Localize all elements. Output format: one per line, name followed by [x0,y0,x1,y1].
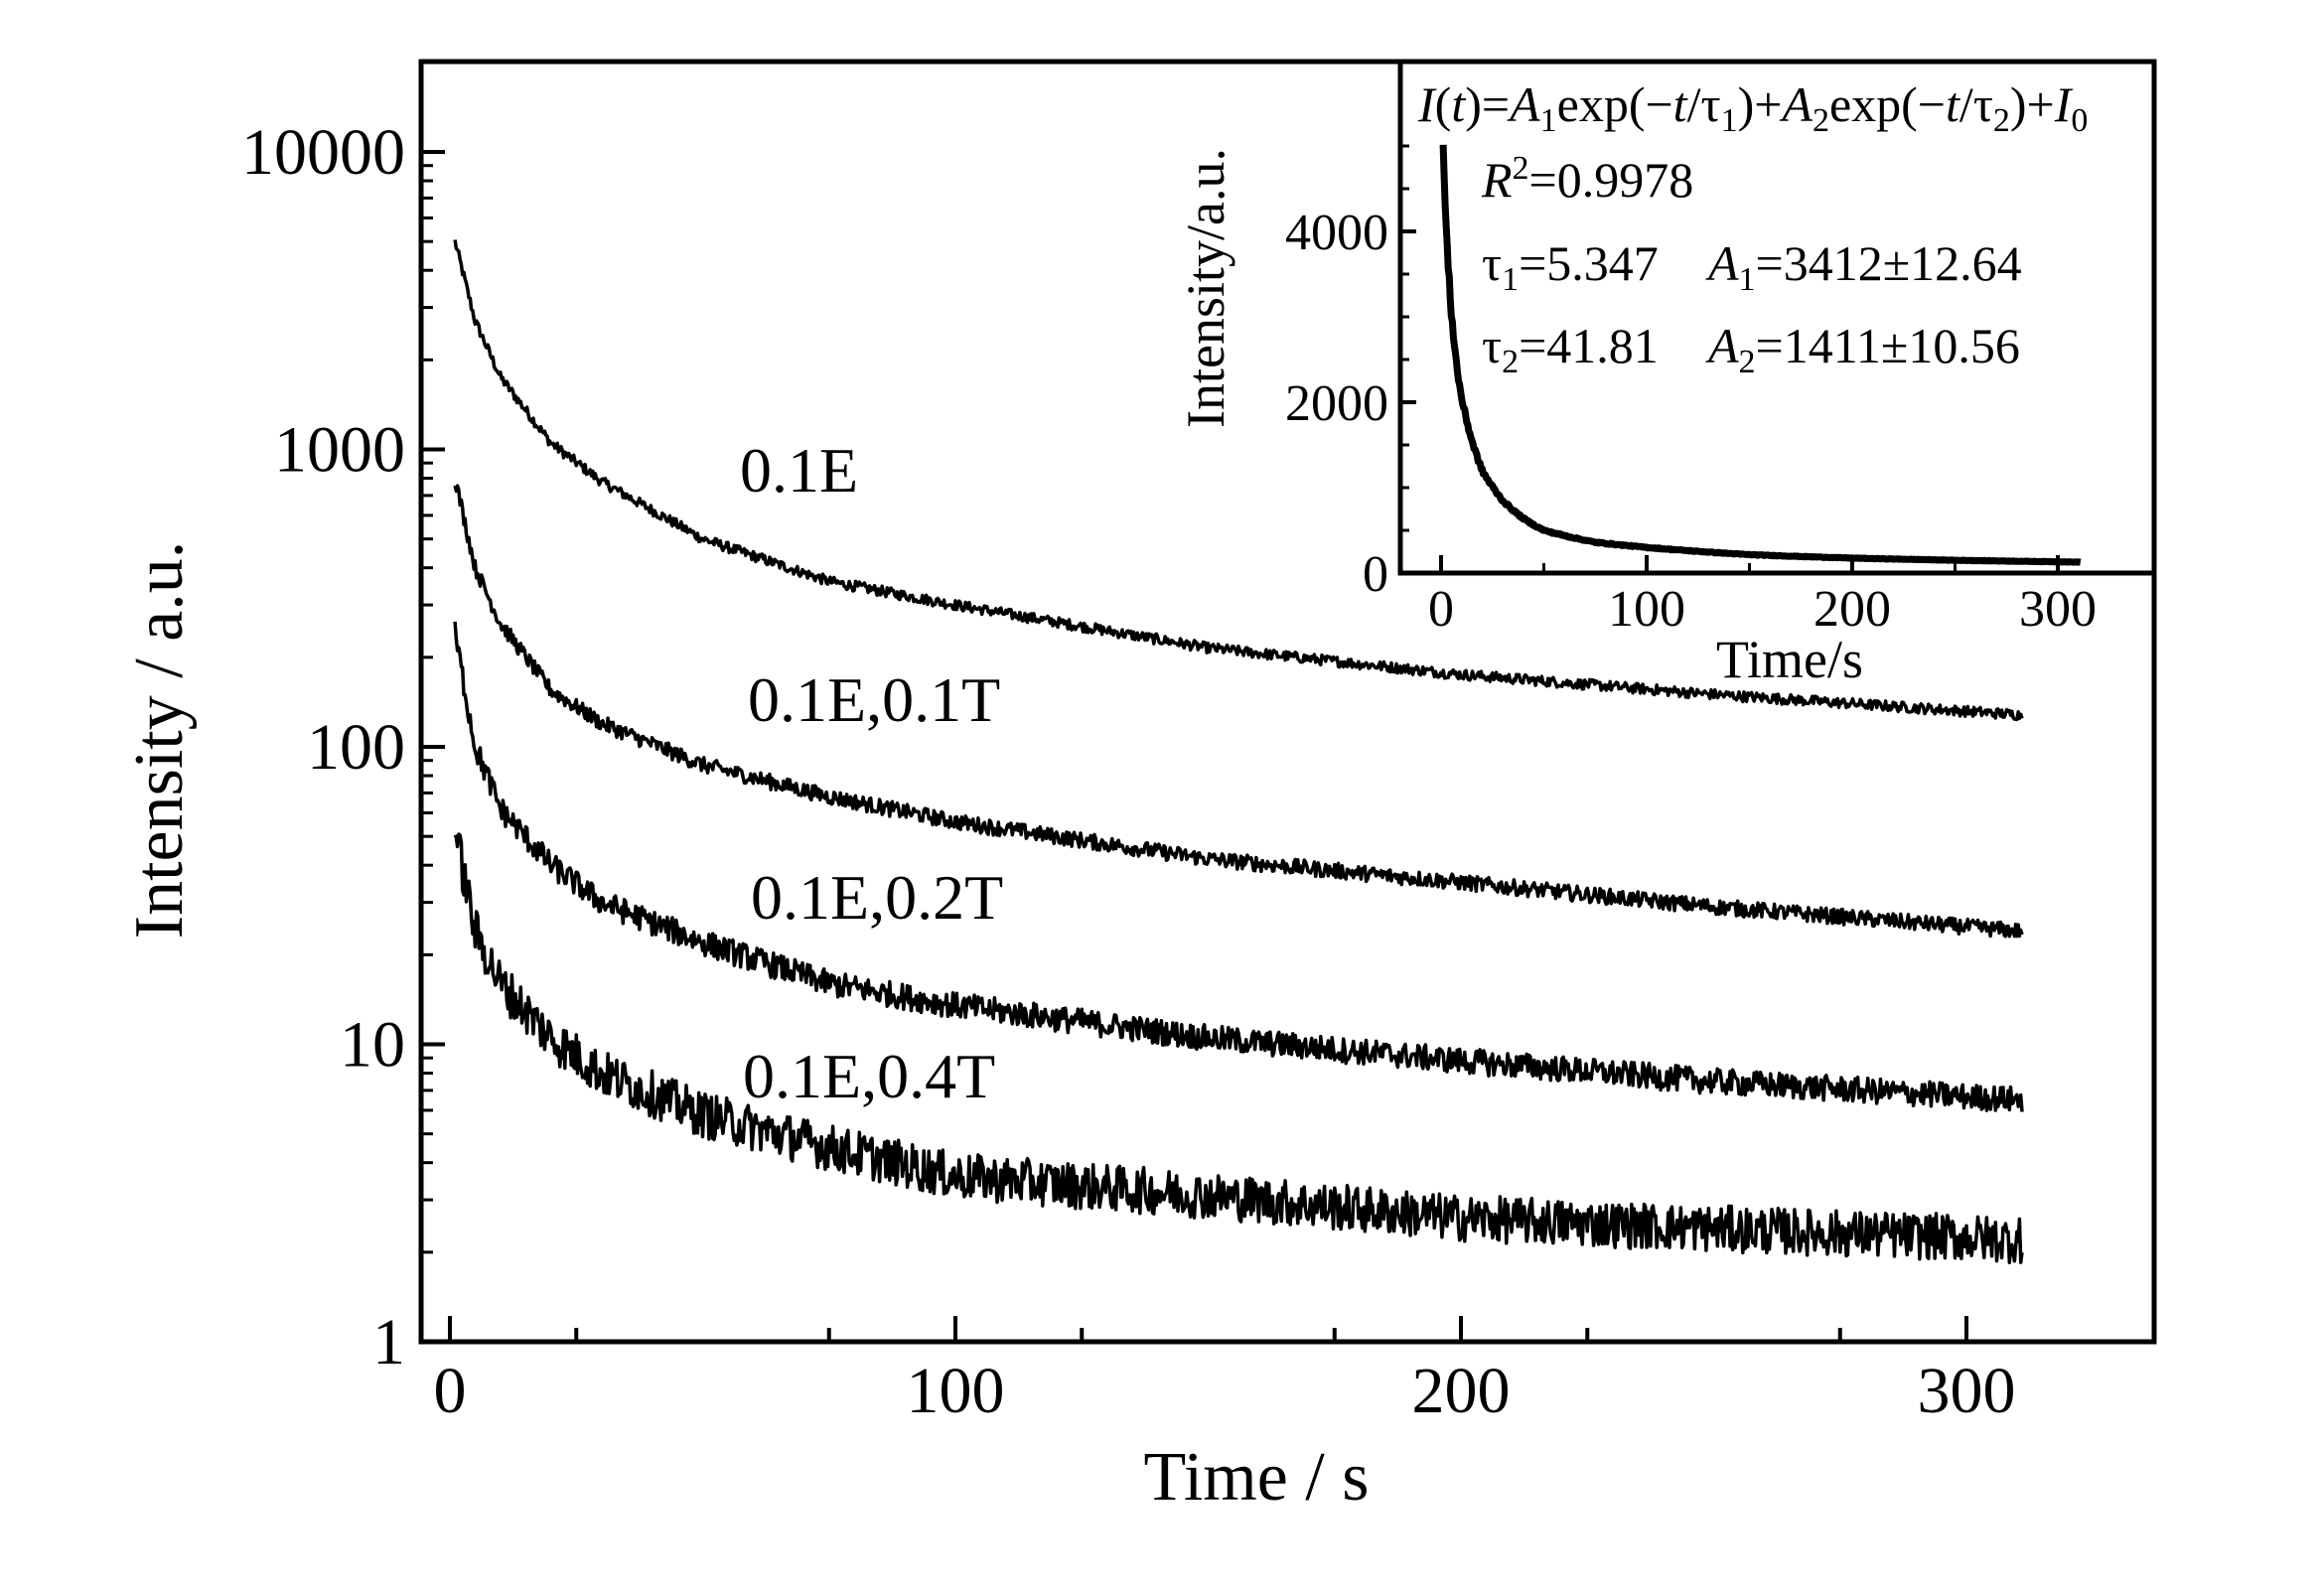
fit-r-squared: R2=0.9978 [1481,150,1693,208]
main-x-tick-label: 200 [1412,1355,1511,1427]
inset-y-tick-label: 0 [1363,546,1388,603]
fit-tau1-a1: τ1=5.347 A1=3412±12.64 [1482,235,2022,298]
inset-x-axis-title: Time/s [1716,630,1863,689]
series-label-1: 0.1E [740,435,858,506]
main-x-ticks: 0 100 200 300 [434,1316,2016,1427]
inset-x-ticks: 0 100 200 300 [1428,555,2097,638]
inset-plot: 0 100 200 300 0 2000 4000 Time/s Intensity/a.… [1176,59,2157,689]
series-line-1 [453,239,2024,722]
main-series-group [453,239,2024,1264]
series-label-4: 0.1E,0.4T [743,1041,995,1111]
series-label-2: 0.1E,0.1T [748,664,1000,735]
main-y-ticks: 1 10 100 1000 10000 [241,116,445,1378]
inset-series-group [1439,144,2084,566]
main-y-tick-label: 10 [340,1009,405,1082]
main-series-labels: 0.1E 0.1E,0.1T 0.1E,0.2T 0.1E,0.4T [740,435,1003,1111]
inset-x-tick-label: 100 [1608,581,1685,638]
main-x-tick-label: 300 [1918,1355,2016,1427]
inset-x-tick-label: 200 [1813,581,1891,638]
series-label-3: 0.1E,0.2T [751,862,1003,933]
series-line-2 [453,484,2024,939]
fit-tau2-a2: τ2=41.81 A2=1411±10.56 [1482,318,2020,380]
main-y-tick-label: 10000 [241,116,405,189]
main-y-tick-label: 1 [372,1306,405,1378]
series-line-4 [453,832,2024,1264]
main-y-tick-label: 1000 [274,414,405,487]
main-x-tick-label: 100 [907,1355,1005,1427]
fit-equation: I(t)=A1exp(−t/τ1)+A2exp(−t/τ2)+I0 [1417,76,2088,139]
inset-y-axis-title: Intensity/a.u. [1176,148,1235,428]
main-y-tick-label: 100 [307,711,405,784]
inset-x-tick-label: 0 [1428,581,1454,638]
main-x-tick-label: 0 [434,1355,467,1427]
inset-y-ticks: 0 2000 4000 [1285,144,1416,603]
main-plot-frame [418,59,2157,1345]
inset-x-tick-label: 300 [2019,581,2097,638]
main-y-axis-title: Intensity / a.u. [121,541,198,939]
inset-y-tick-label: 2000 [1285,375,1388,432]
series-line-3 [453,621,2024,1112]
inset-y-tick-label: 4000 [1285,205,1388,261]
inset-series-line [1439,144,2084,566]
main-x-axis-title: Time / s [1144,1439,1370,1516]
